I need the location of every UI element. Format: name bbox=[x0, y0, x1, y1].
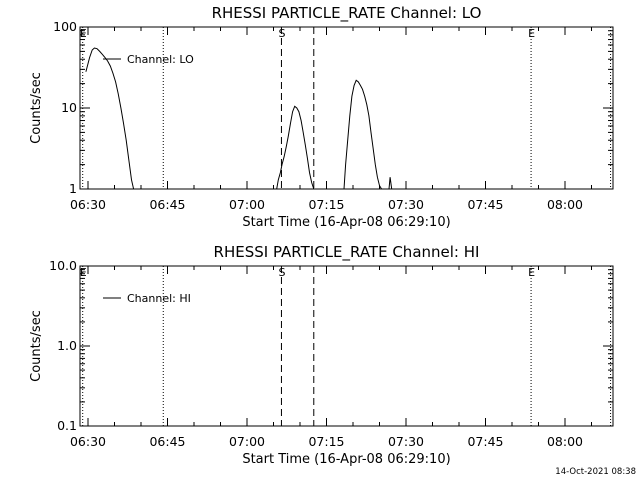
y-tick-label: 0.1 bbox=[57, 418, 77, 433]
y-tick-label: 10 bbox=[61, 100, 77, 115]
x-tick-label: 07:15 bbox=[308, 197, 344, 212]
y-tick-label: 1 bbox=[69, 181, 77, 196]
plot-frame bbox=[79, 26, 614, 190]
hi-channel-chart: RHESSI PARTICLE_RATE Channel: HI Start Ti… bbox=[29, 243, 614, 467]
x-tick-label: 08:00 bbox=[547, 197, 583, 212]
x-tick-label: 07:30 bbox=[388, 197, 424, 212]
y-tick-label: 100 bbox=[53, 19, 77, 34]
footer-timestamp: 14-Oct-2021 08:38 bbox=[555, 467, 636, 477]
chart-title: RHESSI PARTICLE_RATE Channel: LO bbox=[212, 4, 482, 23]
x-axis-label: Start Time (16-Apr-08 06:29:10) bbox=[242, 452, 450, 467]
x-tick-label: 08:00 bbox=[547, 434, 583, 449]
x-tick-label: 07:00 bbox=[229, 197, 265, 212]
series-line bbox=[85, 47, 135, 190]
reference-line-label: S bbox=[278, 27, 285, 40]
reference-line-label: S bbox=[278, 266, 285, 279]
x-tick-label: 07:30 bbox=[388, 434, 424, 449]
x-tick-label: 07:45 bbox=[467, 197, 503, 212]
x-tick-label: 07:00 bbox=[229, 434, 265, 449]
y-tick-label: 10.0 bbox=[49, 258, 77, 273]
x-tick-label: 06:45 bbox=[149, 197, 185, 212]
reference-line-label: E bbox=[528, 266, 535, 279]
legend-entry: Channel: LO bbox=[127, 53, 194, 66]
x-axis-label: Start Time (16-Apr-08 06:29:10) bbox=[242, 215, 450, 230]
x-tick-label: 06:45 bbox=[149, 434, 185, 449]
reference-line-label: E bbox=[528, 27, 535, 40]
series-line bbox=[388, 177, 393, 190]
series-line bbox=[276, 105, 315, 190]
x-tick-label: 07:45 bbox=[467, 434, 503, 449]
y-axis-label: Counts/sec bbox=[29, 72, 44, 144]
x-tick-label: 06:30 bbox=[70, 434, 106, 449]
plot-frame bbox=[79, 265, 614, 427]
reference-line-label: E bbox=[80, 266, 87, 279]
y-axis-label: Counts/sec bbox=[29, 310, 44, 382]
x-tick-label: 07:15 bbox=[308, 434, 344, 449]
legend-entry: Channel: HI bbox=[127, 292, 191, 305]
chart-title: RHESSI PARTICLE_RATE Channel: HI bbox=[214, 243, 480, 262]
x-tick-label: 06:30 bbox=[70, 197, 106, 212]
reference-line-label: E bbox=[80, 27, 87, 40]
series-line bbox=[343, 79, 383, 190]
y-tick-label: 1.0 bbox=[57, 338, 77, 353]
lo-channel-chart: RHESSI PARTICLE_RATE Channel: LO Start Ti… bbox=[29, 4, 614, 230]
